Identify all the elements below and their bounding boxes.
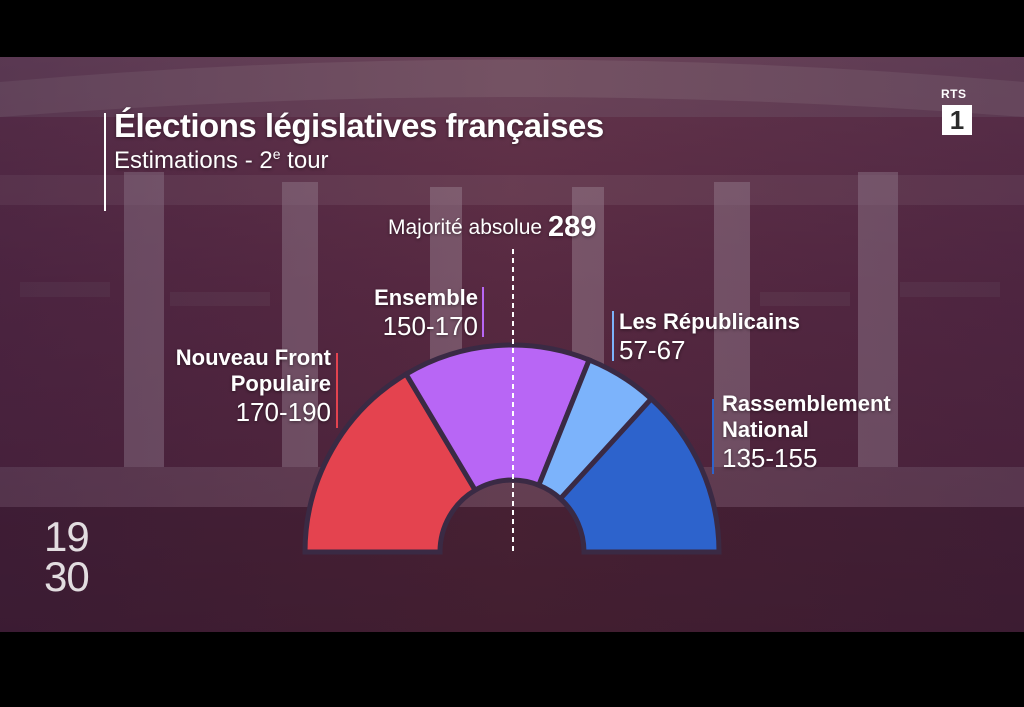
label-ensemble: Ensemble 150-170 <box>374 285 478 341</box>
chart-subtitle: Estimations - 2e tour <box>114 147 329 175</box>
show-logo-bottom: 30 <box>44 553 90 600</box>
chart-title: Élections législatives françaises <box>114 107 604 144</box>
channel-logo: RTS 1 <box>939 87 975 137</box>
label-nfp: Nouveau Front Populaire 170-190 <box>176 345 331 427</box>
label-rn-name-1: Rassemblement <box>722 391 891 416</box>
label-nfp-range: 170-190 <box>235 397 331 427</box>
label-rn-bar <box>712 399 714 474</box>
show-logo-top: 19 <box>44 513 90 560</box>
label-nfp-name-2: Populaire <box>230 371 331 396</box>
title-accent-bar <box>104 113 106 211</box>
hemicycle-chart <box>302 249 722 555</box>
majority-text: Majorité absolue <box>388 216 543 239</box>
label-lr-range: 57-67 <box>619 335 686 365</box>
hemicycle-slice-0 <box>302 370 479 555</box>
hemicycle-slice-3 <box>556 395 722 555</box>
label-ensemble-range: 150-170 <box>382 311 478 341</box>
show-logo: 19 30 <box>44 513 90 600</box>
label-rn-range: 135-155 <box>722 443 818 473</box>
hemicycle-slice-1 <box>402 342 593 494</box>
label-lr-name: Les Républicains <box>619 309 800 334</box>
subtitle-main: Estimations - 2 <box>114 147 273 174</box>
majority-label: Majorité absolue 289 <box>388 211 596 244</box>
label-lr-bar <box>612 311 614 361</box>
label-rn-name-2: National <box>722 417 809 442</box>
channel-logo-text: RTS <box>941 87 967 101</box>
label-nfp-name-1: Nouveau Front <box>175 345 331 370</box>
label-ensemble-name: Ensemble <box>374 285 478 310</box>
label-rn: Rassemblement National 135-155 <box>722 391 891 473</box>
majority-value: 289 <box>547 211 597 243</box>
subtitle-end: tour <box>280 147 329 174</box>
label-lr: Les Républicains 57-67 <box>619 309 800 365</box>
label-nfp-bar <box>336 353 338 428</box>
label-ensemble-bar <box>482 287 484 337</box>
broadcast-frame: Élections législatives françaises Estima… <box>0 57 1024 632</box>
channel-logo-number: 1 <box>942 105 972 135</box>
subtitle-sup: e <box>272 146 281 162</box>
